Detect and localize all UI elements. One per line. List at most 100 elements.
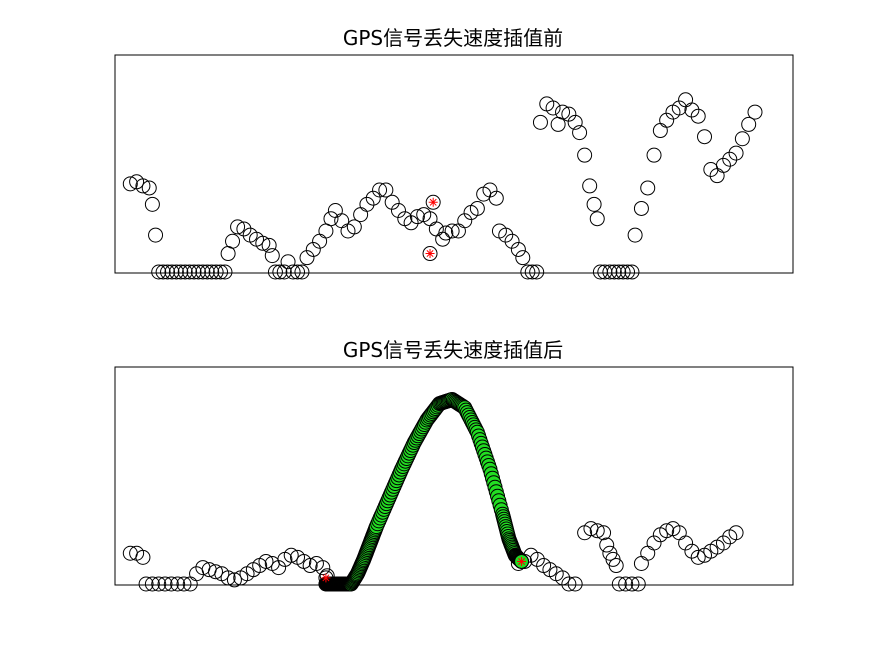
data-point bbox=[276, 264, 292, 280]
data-point bbox=[225, 233, 241, 249]
data-point bbox=[722, 151, 738, 167]
data-point bbox=[611, 576, 627, 592]
data-point bbox=[482, 182, 498, 198]
data-point bbox=[151, 576, 167, 592]
data-point bbox=[589, 523, 605, 539]
data-point bbox=[728, 525, 744, 541]
data-point bbox=[135, 178, 151, 194]
data-point bbox=[220, 570, 236, 586]
data-point bbox=[555, 570, 571, 586]
highlight-point bbox=[422, 246, 438, 262]
red-star-marker bbox=[428, 197, 438, 207]
data-point bbox=[315, 560, 331, 576]
data-point bbox=[577, 147, 593, 163]
data-point bbox=[299, 250, 315, 266]
data-point bbox=[659, 112, 675, 128]
data-point bbox=[747, 104, 763, 120]
data-point bbox=[438, 225, 454, 241]
data-point bbox=[182, 264, 198, 280]
data-point bbox=[697, 129, 713, 145]
data-point bbox=[148, 227, 164, 243]
data-point bbox=[589, 211, 605, 227]
data-point bbox=[283, 547, 299, 563]
data-point bbox=[168, 264, 184, 280]
data-point bbox=[618, 576, 634, 592]
data-point bbox=[122, 176, 138, 192]
data-point bbox=[294, 264, 310, 280]
data-point bbox=[144, 196, 160, 212]
chart-title-before: GPS信号丢失速度插值前 bbox=[343, 26, 563, 50]
data-point bbox=[186, 264, 202, 280]
data-point bbox=[504, 233, 520, 249]
data-point bbox=[561, 576, 577, 592]
highlight-point bbox=[514, 553, 530, 569]
data-point bbox=[372, 182, 388, 198]
data-point bbox=[290, 264, 306, 280]
data-point bbox=[163, 576, 179, 592]
data-point bbox=[323, 211, 339, 227]
data-point bbox=[596, 525, 612, 541]
data-point bbox=[659, 523, 675, 539]
data-point bbox=[359, 196, 375, 212]
data-point bbox=[572, 125, 588, 141]
data-point bbox=[217, 264, 233, 280]
data-point bbox=[190, 264, 206, 280]
red-star-marker bbox=[517, 556, 527, 566]
data-point bbox=[599, 537, 615, 553]
data-point bbox=[532, 114, 548, 130]
data-point bbox=[444, 223, 460, 239]
data-point bbox=[529, 551, 545, 567]
data-point bbox=[606, 264, 622, 280]
data-point bbox=[271, 560, 287, 576]
data-point bbox=[520, 264, 536, 280]
data-point bbox=[728, 145, 744, 161]
data-point bbox=[608, 558, 624, 574]
data-point bbox=[678, 535, 694, 551]
data-point bbox=[264, 248, 280, 264]
data-point bbox=[255, 235, 271, 251]
data-point bbox=[285, 264, 301, 280]
data-point bbox=[208, 264, 224, 280]
plot-area-before bbox=[114, 54, 794, 274]
data-point bbox=[378, 182, 394, 198]
data-point bbox=[545, 100, 561, 116]
data-point bbox=[213, 264, 229, 280]
data-point bbox=[510, 241, 526, 257]
subplot-before: GPS信号丢失速度插值前 bbox=[114, 26, 794, 280]
data-point bbox=[272, 264, 288, 280]
data-point bbox=[640, 180, 656, 196]
data-point bbox=[498, 227, 514, 243]
data-point bbox=[173, 264, 189, 280]
data-point bbox=[586, 196, 602, 212]
data-point bbox=[615, 264, 631, 280]
scatter-marks-before bbox=[122, 92, 763, 280]
highlight-point bbox=[318, 570, 334, 586]
data-point bbox=[529, 264, 545, 280]
data-point bbox=[155, 264, 171, 280]
chart-title-after: GPS信号丢失速度插值后 bbox=[343, 338, 563, 362]
data-point bbox=[457, 213, 473, 229]
data-point bbox=[160, 264, 176, 280]
data-point bbox=[177, 264, 193, 280]
data-point bbox=[633, 200, 649, 216]
data-point bbox=[157, 576, 173, 592]
data-point bbox=[195, 264, 211, 280]
data-point bbox=[164, 264, 180, 280]
data-point bbox=[624, 264, 640, 280]
data-point bbox=[138, 576, 154, 592]
data-point bbox=[384, 194, 400, 210]
data-point bbox=[151, 264, 167, 280]
data-point bbox=[715, 535, 731, 551]
data-point bbox=[515, 250, 531, 266]
data-point bbox=[469, 200, 485, 216]
data-point bbox=[690, 549, 706, 565]
subplot-after: GPS信号丢失速度插值后 bbox=[114, 338, 794, 592]
data-point bbox=[690, 108, 706, 124]
data-point bbox=[646, 147, 662, 163]
data-point bbox=[261, 237, 277, 253]
data-point bbox=[207, 564, 223, 580]
data-point bbox=[226, 572, 242, 588]
data-point bbox=[734, 131, 750, 147]
data-point bbox=[135, 549, 151, 565]
